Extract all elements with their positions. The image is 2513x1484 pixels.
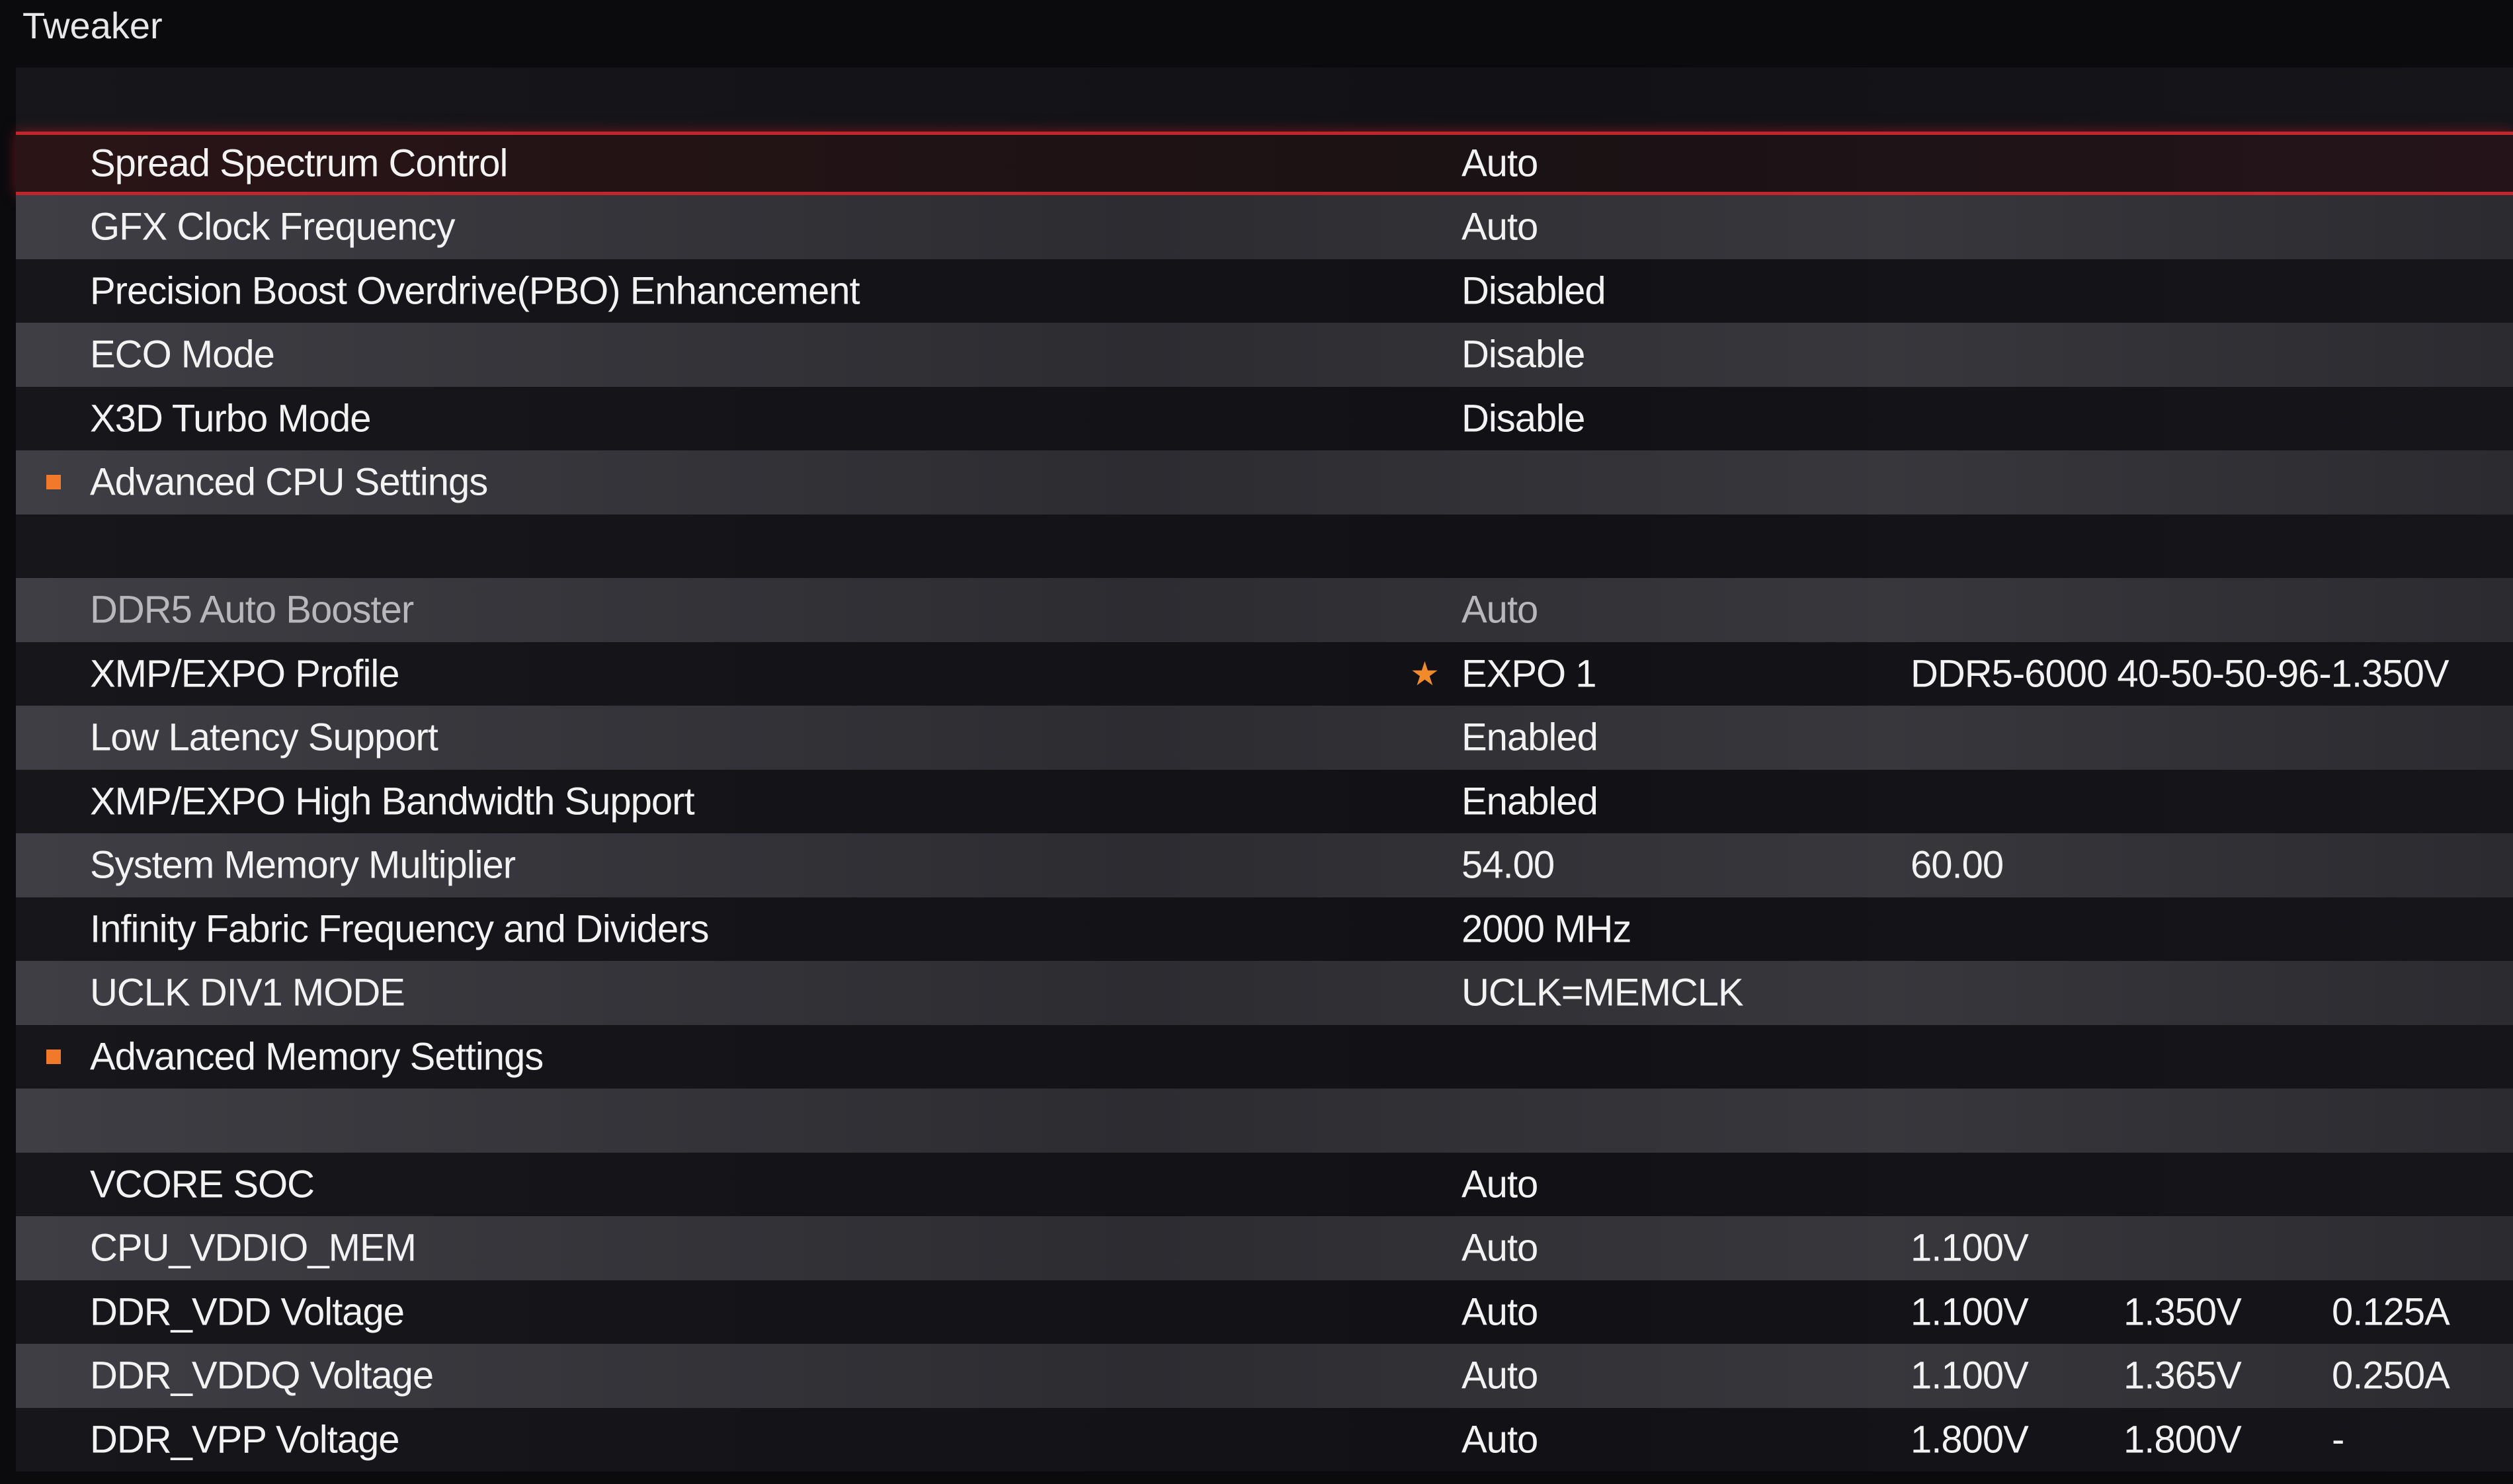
setting-value[interactable]: Auto — [1462, 1226, 1538, 1270]
setting-value[interactable]: Auto — [1462, 588, 1538, 632]
setting-label: Infinity Fabric Frequency and Dividers — [90, 907, 710, 951]
setting-label: Advanced CPU Settings — [90, 460, 488, 504]
setting-value[interactable]: EXPO 1 — [1462, 652, 1597, 696]
setting-row-low-latency-support[interactable]: Low Latency Support Enabled — [16, 706, 2513, 770]
setting-label: System Memory Multiplier — [90, 843, 516, 887]
setting-label: CPU_VDDIO_MEM — [90, 1226, 417, 1270]
setting-info: 1.100V — [1911, 1354, 2029, 1397]
submenu-bullet-icon — [46, 1049, 61, 1064]
setting-row-xmp-expo-high-bandwidth-support[interactable]: XMP/EXPO High Bandwidth Support Enabled — [16, 769, 2513, 833]
setting-info: 0.250A — [2332, 1354, 2450, 1397]
setting-row-ddr-vdd-voltage[interactable]: DDR_VDD Voltage Auto 1.100V 1.350V 0.125A — [16, 1280, 2513, 1344]
setting-label: Low Latency Support — [90, 716, 438, 759]
setting-row-uclk-div1-mode[interactable]: UCLK DIV1 MODE UCLK=MEMCLK — [16, 961, 2513, 1025]
setting-value[interactable]: Disable — [1462, 397, 1585, 440]
setting-value[interactable]: Disable — [1462, 333, 1585, 376]
star-icon: ★ — [1410, 655, 1440, 692]
setting-label: DDR_VDDQ Voltage — [90, 1354, 434, 1397]
setting-row-eco-mode[interactable]: ECO Mode Disable — [16, 323, 2513, 387]
setting-row-spread-spectrum-control[interactable]: Spread Spectrum Control Auto — [16, 131, 2513, 195]
page-title: Tweaker — [22, 5, 163, 46]
setting-label: X3D Turbo Mode — [90, 397, 371, 440]
spacer-row — [16, 67, 2513, 132]
setting-row-vcore-soc[interactable]: VCORE SOC Auto — [16, 1152, 2513, 1216]
submenu-bullet-icon — [46, 475, 61, 490]
setting-value[interactable]: UCLK=MEMCLK — [1462, 971, 1744, 1014]
setting-info: 60.00 — [1911, 843, 2004, 887]
setting-value[interactable]: Enabled — [1462, 716, 1598, 759]
setting-row-ddr-vpp-voltage[interactable]: DDR_VPP Voltage Auto 1.800V 1.800V - — [16, 1407, 2513, 1471]
setting-info: 1.365V — [2123, 1354, 2242, 1397]
setting-row-ddr5-auto-booster[interactable]: DDR5 Auto Booster Auto — [16, 578, 2513, 642]
setting-label: Precision Boost Overdrive(PBO) Enhanceme… — [90, 269, 860, 313]
setting-label: UCLK DIV1 MODE — [90, 971, 405, 1014]
setting-value[interactable]: Auto — [1462, 142, 1538, 185]
setting-label: XMP/EXPO Profile — [90, 652, 399, 696]
spacer-row — [16, 514, 2513, 578]
setting-value[interactable]: Auto — [1462, 1163, 1538, 1206]
setting-value[interactable]: Disabled — [1462, 269, 1606, 313]
setting-info: 0.125A — [2332, 1290, 2450, 1334]
spacer-row — [16, 1089, 2513, 1153]
setting-label: VCORE SOC — [90, 1163, 315, 1206]
setting-label: DDR_VDD Voltage — [90, 1290, 405, 1334]
setting-row-cpu-vddio-mem[interactable]: CPU_VDDIO_MEM Auto 1.100V — [16, 1216, 2513, 1280]
setting-info: 1.800V — [2123, 1418, 2242, 1462]
setting-row-advanced-memory-settings[interactable]: Advanced Memory Settings — [16, 1024, 2513, 1089]
setting-row-advanced-cpu-settings[interactable]: Advanced CPU Settings — [16, 450, 2513, 515]
setting-info: 1.100V — [1911, 1290, 2029, 1334]
setting-row-xmp-expo-profile[interactable]: ★ XMP/EXPO Profile EXPO 1 DDR5-6000 40-50-5… — [16, 641, 2513, 706]
setting-value[interactable]: Auto — [1462, 205, 1538, 249]
setting-value[interactable]: 54.00 — [1462, 843, 1555, 887]
setting-row-x3d-turbo-mode[interactable]: X3D Turbo Mode Disable — [16, 386, 2513, 450]
setting-row-system-memory-multiplier[interactable]: System Memory Multiplier 54.00 60.00 — [16, 833, 2513, 897]
setting-label: DDR_VPP Voltage — [90, 1418, 400, 1462]
setting-label: DDR5 Auto Booster — [90, 588, 414, 632]
setting-info: - — [2332, 1418, 2344, 1462]
setting-value[interactable]: Auto — [1462, 1290, 1538, 1334]
setting-value[interactable]: Auto — [1462, 1354, 1538, 1397]
setting-label: XMP/EXPO High Bandwidth Support — [90, 780, 695, 823]
setting-row-infinity-fabric-frequency-and-dividers[interactable]: Infinity Fabric Frequency and Dividers 20… — [16, 897, 2513, 961]
setting-label: GFX Clock Frequency — [90, 205, 456, 249]
setting-info: 1.100V — [1911, 1226, 2029, 1270]
setting-row-ddr-vddq-voltage[interactable]: DDR_VDDQ Voltage Auto 1.100V 1.365V 0.250A — [16, 1344, 2513, 1408]
setting-info: 1.800V — [1911, 1418, 2029, 1462]
setting-info: 1.350V — [2123, 1290, 2242, 1334]
setting-label: ECO Mode — [90, 333, 275, 376]
setting-value[interactable]: Enabled — [1462, 780, 1598, 823]
setting-label: Spread Spectrum Control — [90, 142, 508, 185]
setting-value[interactable]: 2000 MHz — [1462, 907, 1631, 951]
setting-info: DDR5-6000 40-50-50-96-1.350V — [1911, 652, 2450, 696]
setting-value[interactable]: Auto — [1462, 1418, 1538, 1462]
settings-list: Spread Spectrum Control Auto GFX Clock Fre… — [16, 67, 2513, 1471]
setting-label: Advanced Memory Settings — [90, 1035, 544, 1079]
setting-row-precision-boost-overdrive-pbo-enhancement[interactable]: Precision Boost Overdrive(PBO) Enhanceme… — [16, 259, 2513, 323]
setting-row-gfx-clock-frequency[interactable]: GFX Clock Frequency Auto — [16, 195, 2513, 259]
